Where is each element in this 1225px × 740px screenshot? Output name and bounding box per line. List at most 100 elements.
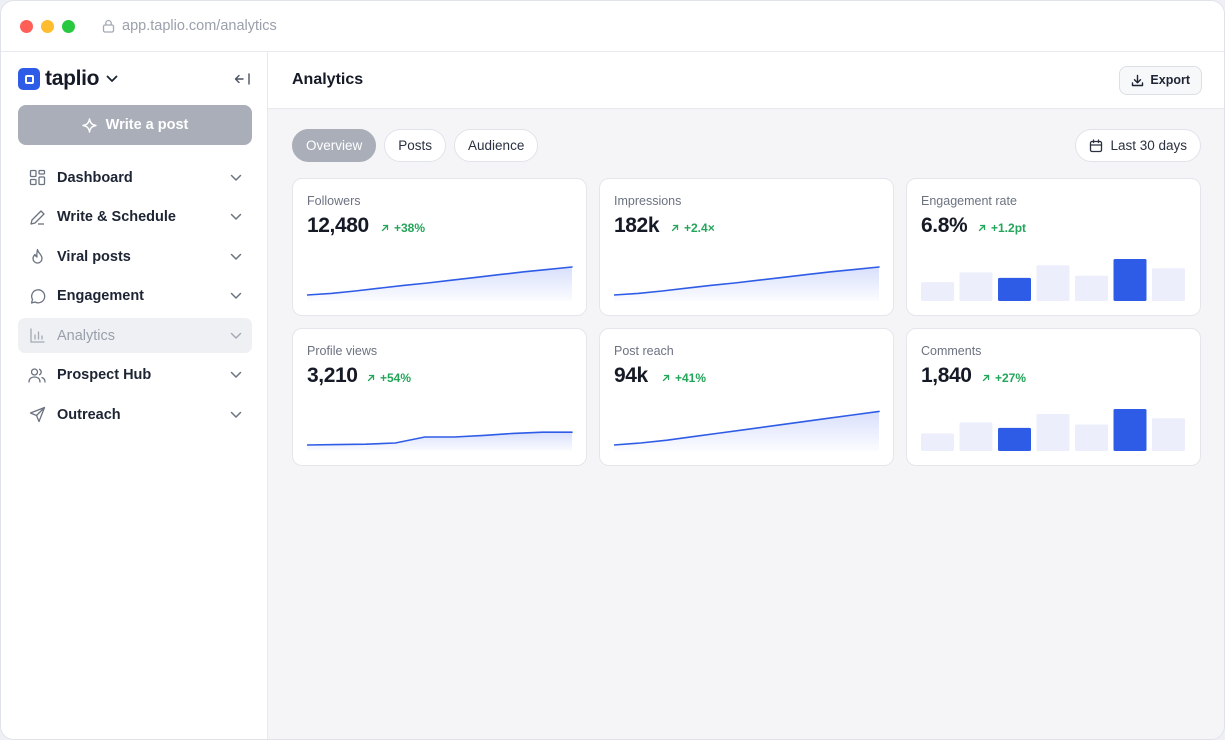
metric-label: Comments <box>921 344 982 358</box>
engagement-rate-bars <box>921 259 1185 301</box>
chevron-down-icon <box>230 253 242 260</box>
metric-card-impressions[interactable]: Impressions 182k +2.4× <box>599 178 894 316</box>
metric-delta-value: +54% <box>380 371 412 385</box>
chevron-down-icon <box>106 75 118 82</box>
chart-bar <box>1113 409 1147 451</box>
browser-titlebar: app.taplio.com/analytics <box>1 1 1224 52</box>
sidebar-item-dashboard[interactable]: Dashboard <box>18 160 252 195</box>
metric-label: Post reach <box>614 344 674 358</box>
metric-delta: +2.4× <box>671 221 715 235</box>
metric-delta-value: +27% <box>995 371 1027 385</box>
sparkline-area <box>307 267 572 301</box>
date-range-button[interactable]: Last 30 days <box>1075 129 1201 162</box>
metric-card-comments[interactable]: Comments 1,840 +27% <box>906 328 1201 466</box>
taplio-logo <box>18 68 40 90</box>
metric-label: Impressions <box>614 194 682 208</box>
sidebar-item-outreach[interactable]: Outreach <box>18 397 252 432</box>
metric-value: 3,210 <box>307 364 358 387</box>
page-title: Analytics <box>292 71 364 88</box>
metric-value: 12,480 <box>307 214 369 237</box>
main-content: Analytics Export Overview Posts Audience… <box>268 52 1224 739</box>
tab-overview[interactable]: Overview <box>292 129 377 162</box>
sparkline-line <box>614 266 880 296</box>
chart-bar <box>1036 414 1070 451</box>
sidebar-item-label: Engagement <box>57 288 145 304</box>
flame-icon <box>31 248 43 264</box>
metric-delta: +27% <box>982 371 1026 385</box>
chart-bar <box>1113 259 1147 301</box>
sidebar-nav: Dashboard Write & Schedule Viral posts E… <box>18 160 252 437</box>
chart-bar <box>959 422 993 451</box>
sidebar-item-viral-posts[interactable]: Viral posts <box>18 239 252 274</box>
sparkline-area <box>614 267 879 301</box>
maximize-window-button[interactable] <box>62 19 75 33</box>
sparkline-line <box>614 410 880 446</box>
sparkle-icon <box>81 117 97 133</box>
metric-value: 6.8% <box>921 214 968 237</box>
profile-views-sparkline <box>307 431 573 451</box>
metric-delta: +1.2pt <box>978 221 1026 235</box>
chart-bar <box>921 433 954 451</box>
sidebar-item-engagement[interactable]: Engagement <box>18 279 252 314</box>
metric-delta: +41% <box>662 371 706 385</box>
grid-icon <box>29 169 45 186</box>
chevron-down-icon <box>230 174 242 181</box>
tab-audience[interactable]: Audience <box>454 129 539 162</box>
arrow-up-right-icon <box>982 374 990 382</box>
minimize-window-button[interactable] <box>41 19 54 33</box>
metric-card-followers[interactable]: Followers 12,480 +38% <box>292 178 587 316</box>
brand-name: taplio <box>45 67 100 90</box>
chevron-down-icon <box>230 213 242 220</box>
tab-posts[interactable]: Posts <box>384 129 447 162</box>
metric-value: 182k <box>614 214 660 237</box>
metric-delta: +54% <box>367 371 411 385</box>
arrow-up-right-icon <box>381 224 389 232</box>
sparkline-area <box>307 432 572 451</box>
chart-bar <box>998 427 1031 451</box>
metric-delta: +38% <box>381 221 425 235</box>
bar-chart-icon <box>29 328 45 343</box>
chart-bar <box>921 282 954 301</box>
metric-value: 94k <box>614 364 648 387</box>
metric-card-post-reach[interactable]: Post reach 94k +41% <box>599 328 894 466</box>
view-tabs: Overview Posts Audience <box>292 129 1201 162</box>
sidebar-item-label: Outreach <box>57 406 121 423</box>
chart-bar <box>1075 275 1108 301</box>
users-icon <box>28 367 46 383</box>
metric-card-engagement-rate[interactable]: Engagement rate 6.8% +1.2pt <box>906 178 1201 316</box>
arrow-up-right-icon <box>662 374 670 382</box>
close-window-button[interactable] <box>20 19 33 33</box>
sidebar-item-analytics[interactable]: Analytics <box>18 318 252 353</box>
date-range-label: Last 30 days <box>1110 138 1187 153</box>
metric-delta-value: +1.2pt <box>991 221 1027 235</box>
chart-bar <box>1152 268 1185 301</box>
post-reach-sparkline <box>614 410 880 451</box>
metric-label: Engagement rate <box>921 194 1017 208</box>
chat-bubble-icon <box>30 288 45 304</box>
chart-bar <box>1075 424 1108 451</box>
chevron-down-icon <box>230 371 242 378</box>
calendar-icon <box>1090 138 1103 152</box>
export-button[interactable]: Export <box>1119 65 1202 95</box>
sidebar-item-prospect-hub[interactable]: Prospect Hub <box>18 358 252 393</box>
sparkline-area <box>614 411 879 451</box>
workspace-switcher[interactable]: taplio <box>18 67 118 91</box>
sparkline-line <box>307 266 573 296</box>
write-post-button[interactable]: Write a post <box>18 105 252 145</box>
metric-delta-value: +41% <box>675 371 707 385</box>
address-bar[interactable]: app.taplio.com/analytics <box>102 18 277 34</box>
sidebar-item-label: Dashboard <box>57 169 133 186</box>
export-label: Export <box>1150 73 1190 87</box>
impressions-sparkline <box>614 266 880 301</box>
comments-bars <box>921 409 1185 451</box>
send-icon <box>29 406 45 423</box>
arrow-up-right-icon <box>367 374 375 382</box>
sidebar-item-write-schedule[interactable]: Write & Schedule <box>18 200 252 235</box>
chart-bar <box>1152 418 1185 451</box>
metric-card-profile-views[interactable]: Profile views 3,210 +54% <box>292 328 587 466</box>
collapse-sidebar-icon[interactable] <box>234 72 251 86</box>
page-header: Analytics Export <box>268 52 1224 109</box>
sidebar-item-label: Write & Schedule <box>57 209 176 225</box>
pen-icon <box>29 209 45 225</box>
